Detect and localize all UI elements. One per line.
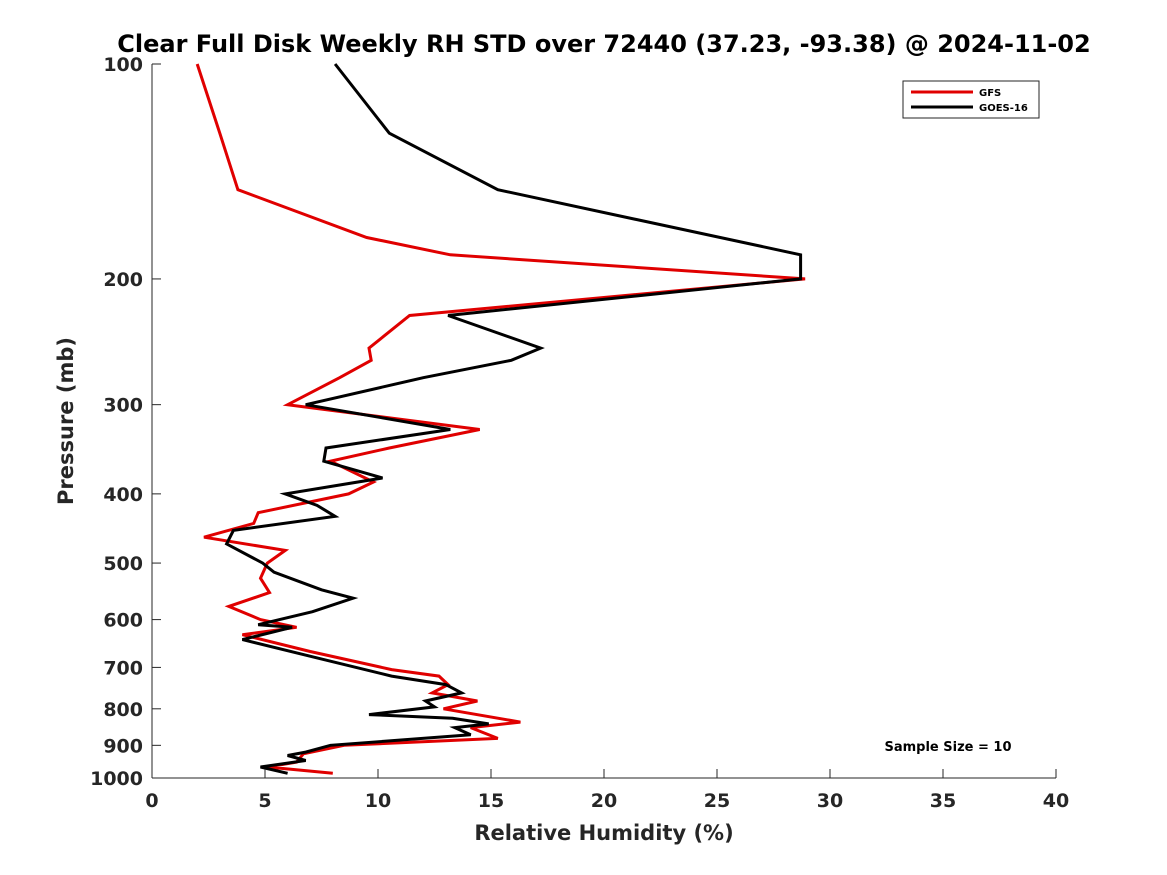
x-axis-label: Relative Humidity (%) (474, 821, 733, 845)
legend-label-goes-16: GOES-16 (979, 103, 1028, 114)
series-line-goes-16 (224, 63, 803, 775)
x-tick-label: 25 (704, 790, 730, 812)
x-tick-label: 10 (365, 790, 391, 812)
y-tick-label: 700 (103, 657, 143, 679)
y-tick-label: 900 (103, 735, 143, 757)
x-tick-label: 35 (930, 790, 956, 812)
legend-box (902, 80, 1040, 119)
sample-size-annotation: Sample Size = 10 (884, 740, 1011, 755)
y-tick-label: 400 (103, 484, 143, 506)
x-tick-label: 0 (145, 790, 158, 812)
y-tick-label: 200 (103, 269, 143, 291)
x-tick-label: 15 (478, 790, 504, 812)
series-layer (195, 63, 806, 775)
series-line-gfs (195, 63, 806, 775)
legend: GFS GOES-16 (902, 80, 1040, 119)
y-axis-label: Pressure (mb) (54, 337, 78, 505)
y-tick-label: 300 (103, 395, 143, 417)
chart-title: Clear Full Disk Weekly RH STD over 72440… (117, 30, 1090, 58)
legend-label-gfs: GFS (979, 88, 1001, 99)
y-tick-label: 1000 (90, 768, 143, 790)
x-axis-ticks: 0 5 10 15 20 25 30 35 40 (145, 769, 1069, 812)
y-tick-label: 800 (103, 699, 143, 721)
x-tick-label: 5 (258, 790, 271, 812)
y-tick-label: 600 (103, 610, 143, 632)
x-tick-label: 20 (591, 790, 617, 812)
x-tick-label: 40 (1043, 790, 1069, 812)
x-tick-label: 30 (817, 790, 843, 812)
y-tick-label: 500 (103, 553, 143, 575)
plot-frame (151, 64, 1056, 779)
y-tick-label: 100 (103, 54, 143, 76)
y-axis-ticks: 100 200 300 400 500 600 700 800 900 1000 (90, 54, 161, 790)
